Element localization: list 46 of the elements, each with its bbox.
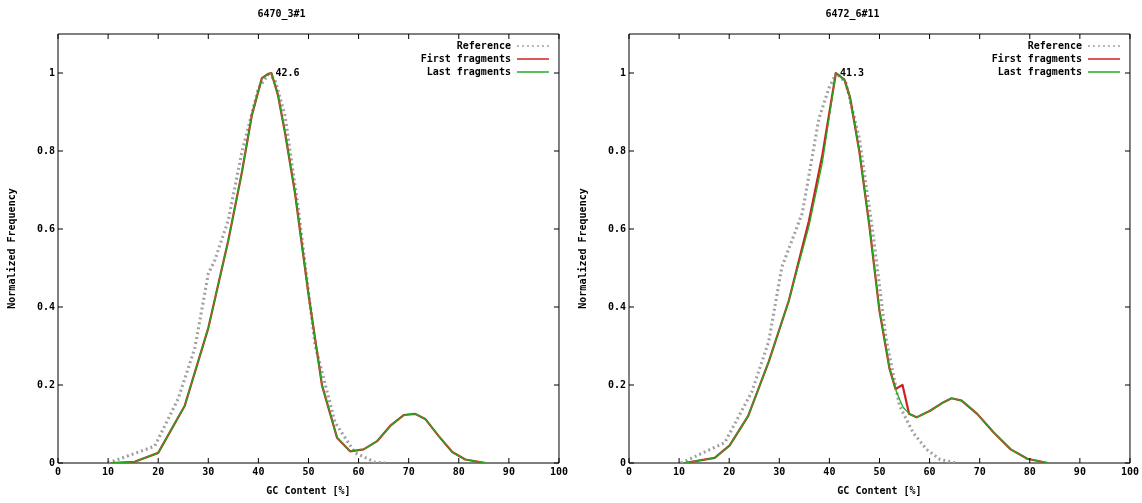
x-tick-label: 60: [923, 465, 936, 477]
x-tick-label: 100: [1120, 465, 1139, 477]
x-tick-label: 80: [452, 465, 465, 477]
y-axis-title: Normalized Frequency: [5, 188, 17, 309]
y-tick-label: 0: [48, 456, 55, 468]
y-axis-title: Normalized Frequency: [576, 188, 588, 309]
x-axis-title: GC Content [%]: [837, 484, 922, 496]
x-tick-label: 100: [549, 465, 568, 477]
legend-label: Reference: [1027, 39, 1082, 51]
chart-title: 6472_6#11: [825, 7, 880, 20]
y-tick-label: 0.2: [607, 378, 626, 390]
x-tick-label: 80: [1023, 465, 1036, 477]
chart-title: 6470_3#1: [257, 7, 306, 20]
x-tick-label: 10: [102, 465, 115, 477]
legend-label: Last fragments: [426, 65, 511, 77]
x-tick-label: 90: [1073, 465, 1086, 477]
x-tick-label: 50: [302, 465, 315, 477]
x-tick-label: 30: [773, 465, 786, 477]
x-axis-title: GC Content [%]: [266, 484, 351, 496]
y-tick-label: 0: [619, 456, 626, 468]
x-tick-label: 20: [152, 465, 165, 477]
y-tick-label: 0.6: [36, 222, 55, 234]
y-tick-label: 0.8: [607, 144, 626, 156]
x-tick-label: 40: [823, 465, 836, 477]
annotation: 42.6: [275, 66, 300, 78]
y-tick-label: 0.6: [607, 222, 626, 234]
x-tick-label: 60: [352, 465, 365, 477]
legend-label: First fragments: [991, 52, 1082, 64]
annotation: 41.3: [839, 66, 864, 78]
x-tick-label: 30: [202, 465, 215, 477]
x-tick-label: 50: [873, 465, 886, 477]
y-tick-label: 1: [48, 66, 55, 78]
x-tick-label: 70: [402, 465, 415, 477]
legend-label: First fragments: [420, 52, 511, 64]
y-tick-label: 0.4: [607, 300, 626, 312]
y-tick-label: 0.2: [36, 378, 55, 390]
x-tick-label: 20: [723, 465, 736, 477]
legend-label: Last fragments: [997, 65, 1082, 77]
x-tick-label: 40: [252, 465, 265, 477]
legend-label: Reference: [456, 39, 511, 51]
y-tick-label: 0.4: [36, 300, 55, 312]
x-tick-label: 70: [973, 465, 986, 477]
x-tick-label: 90: [502, 465, 515, 477]
y-tick-label: 0.8: [36, 144, 55, 156]
y-tick-label: 1: [619, 66, 626, 78]
x-tick-label: 10: [673, 465, 686, 477]
